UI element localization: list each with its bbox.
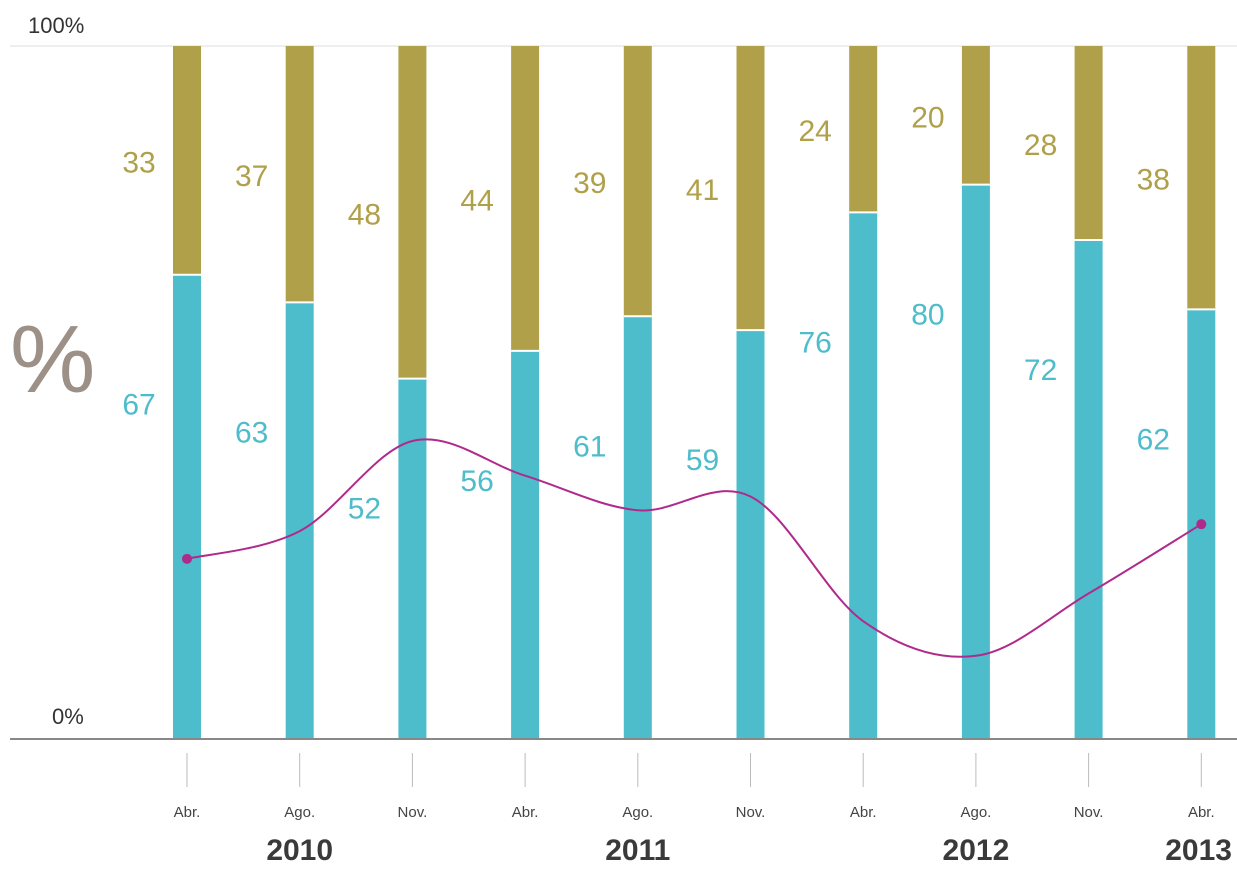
bar-lower-7 bbox=[961, 184, 990, 740]
upper-value-label-9: 38 bbox=[1137, 164, 1170, 197]
lower-value-label-8: 72 bbox=[1024, 354, 1057, 387]
bar-lower-6 bbox=[849, 212, 878, 739]
month-label-9: Abr. bbox=[1188, 804, 1215, 821]
lower-value-label-4: 61 bbox=[573, 430, 606, 463]
month-label-6: Abr. bbox=[850, 804, 877, 821]
trend-line bbox=[186, 438, 1202, 658]
bar-lower-0 bbox=[173, 274, 201, 739]
upper-value-label-5: 41 bbox=[686, 174, 719, 207]
month-label-3: Abr. bbox=[512, 804, 539, 821]
bar-lower-5 bbox=[736, 330, 765, 739]
bar-lower-4 bbox=[623, 316, 652, 739]
lower-value-label-5: 59 bbox=[686, 444, 719, 477]
year-label-3: 2013 bbox=[1165, 834, 1232, 867]
upper-value-label-3: 44 bbox=[460, 184, 493, 217]
bar-upper-3 bbox=[511, 46, 540, 351]
lower-value-label-1: 63 bbox=[235, 416, 268, 449]
month-labels-group: Abr. Ago. Nov. Abr. Ago. Nov. Abr. Ago. Nov. Abr. bbox=[174, 804, 1215, 821]
trend-end-dot bbox=[1196, 519, 1207, 530]
bar-lower-8 bbox=[1074, 240, 1103, 740]
month-label-0: Abr. bbox=[174, 804, 201, 821]
bar-upper-7 bbox=[961, 46, 990, 185]
lower-value-label-0: 67 bbox=[122, 389, 155, 422]
upper-value-label-2: 48 bbox=[348, 198, 381, 231]
y-axis-top-label: 100% bbox=[28, 13, 84, 38]
bar-upper-0 bbox=[173, 46, 201, 275]
bar-lower-1 bbox=[285, 302, 314, 739]
upper-value-label-7: 20 bbox=[911, 101, 944, 134]
bar-upper-8 bbox=[1074, 46, 1103, 241]
bar-lower-3 bbox=[511, 350, 540, 739]
lower-value-label-3: 56 bbox=[460, 465, 493, 498]
month-label-8: Nov. bbox=[1074, 804, 1104, 821]
trend-endpoints-group bbox=[182, 519, 1207, 564]
bar-upper-4 bbox=[623, 46, 652, 317]
month-label-7: Ago. bbox=[960, 804, 991, 821]
bar-upper-9 bbox=[1187, 46, 1216, 310]
bar-lower-2 bbox=[398, 378, 427, 739]
y-axis-bottom-label: 0% bbox=[52, 704, 84, 729]
month-label-5: Nov. bbox=[736, 804, 766, 821]
upper-value-label-4: 39 bbox=[573, 167, 606, 200]
lower-value-label-6: 76 bbox=[799, 326, 832, 359]
percent-unit-symbol: % bbox=[10, 306, 95, 413]
upper-value-label-8: 28 bbox=[1024, 129, 1057, 162]
lower-value-label-2: 52 bbox=[348, 493, 381, 526]
year-labels-group: 2010 2011 2012 2013 bbox=[266, 834, 1232, 867]
bar-upper-2 bbox=[398, 46, 427, 379]
upper-value-label-0: 33 bbox=[122, 146, 155, 179]
year-label-2: 2012 bbox=[943, 834, 1010, 867]
upper-value-label-1: 37 bbox=[235, 160, 268, 193]
month-label-4: Ago. bbox=[622, 804, 653, 821]
value-labels-group: 33 67 37 63 48 52 44 56 39 61 41 59 24 76 20 80 28 72 38 62 bbox=[122, 101, 1170, 525]
trend-start-dot bbox=[182, 553, 192, 564]
month-label-1: Ago. bbox=[284, 804, 315, 821]
x-ticks-group bbox=[186, 753, 1202, 787]
bar-upper-5 bbox=[736, 46, 765, 331]
lower-value-label-7: 80 bbox=[911, 299, 944, 332]
upper-value-label-6: 24 bbox=[799, 115, 832, 148]
year-label-1: 2011 bbox=[605, 834, 670, 867]
bars-group bbox=[173, 46, 1216, 740]
lower-value-label-9: 62 bbox=[1137, 423, 1170, 456]
month-label-2: Nov. bbox=[398, 804, 428, 821]
year-label-0: 2010 bbox=[266, 834, 333, 867]
bar-upper-1 bbox=[285, 46, 314, 303]
bar-upper-6 bbox=[849, 46, 878, 213]
